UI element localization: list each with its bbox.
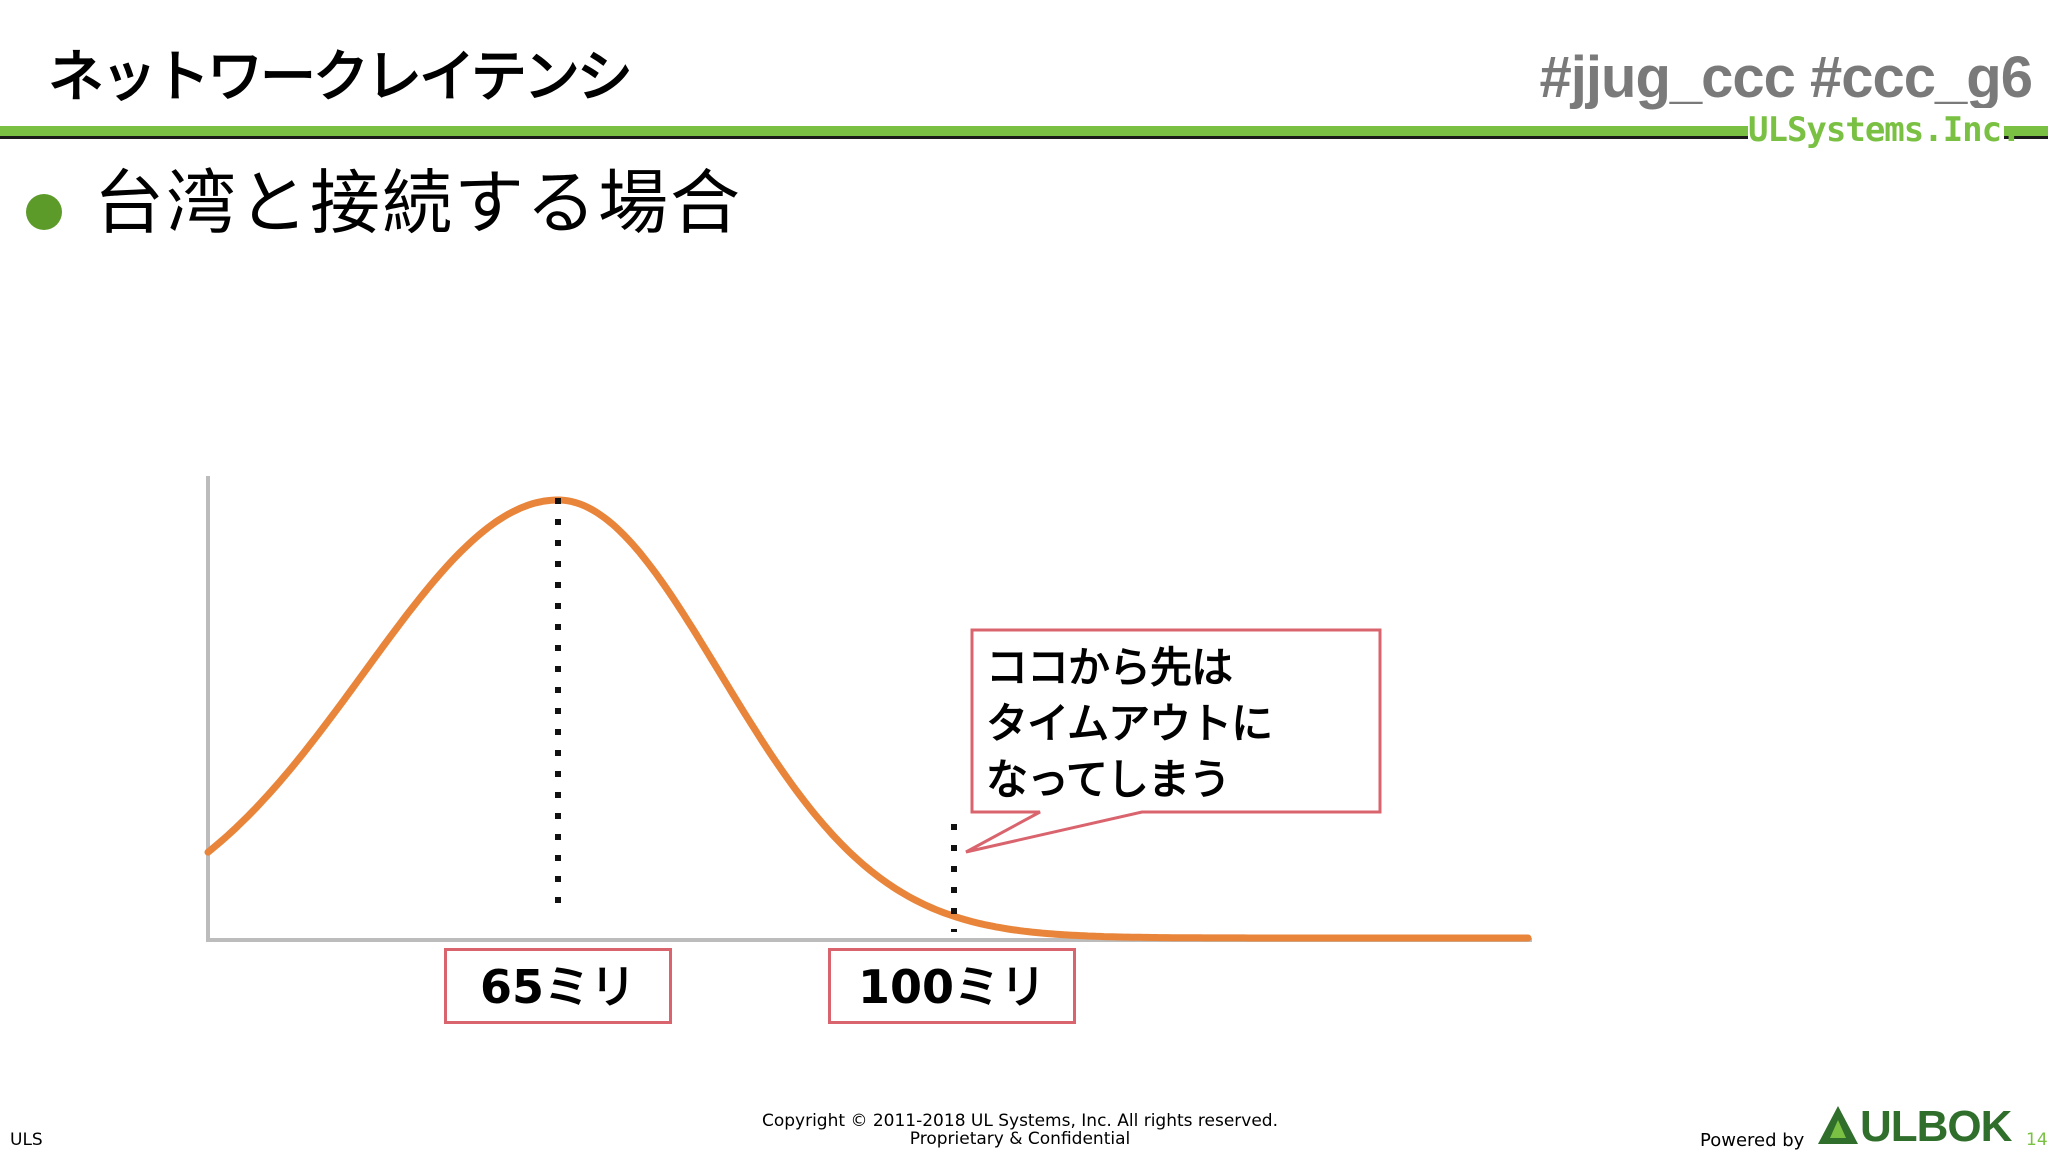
peak-label: 65ミリ xyxy=(444,948,672,1024)
callout-box xyxy=(965,628,1382,854)
copyright-line-2: Proprietary & Confidential xyxy=(909,1129,1131,1149)
footer-left-text: ULS xyxy=(10,1130,43,1150)
header-rule-green xyxy=(0,126,2048,136)
latency-curve xyxy=(204,496,1532,942)
ulbok-triangle-icon xyxy=(1818,1106,1858,1144)
powered-by-text: Powered by xyxy=(1700,1130,1805,1151)
bullet-heading: 台湾と接続する場合 xyxy=(94,162,742,244)
hashtags: #jjug_ccc #ccc_g6 xyxy=(1539,45,2033,110)
bullet-dot-icon xyxy=(26,194,62,230)
page-number: 14 xyxy=(2026,1130,2048,1150)
slide-title: ネットワークレイテンシ xyxy=(48,45,633,110)
ulbok-logo: ULBOK xyxy=(1860,1102,2012,1151)
timeout-label: 100ミリ xyxy=(828,948,1076,1024)
brand-logo: ULSystems.Inc. xyxy=(1748,108,2022,152)
callout-text: ココから先は タイムアウトに なってしまう xyxy=(986,643,1273,804)
copyright-notice: Copyright © 2011-2018 UL Systems, Inc. A… xyxy=(690,1112,1350,1148)
header-rule-black xyxy=(0,136,2048,139)
copyright-line-1: Copyright © 2011-2018 UL Systems, Inc. A… xyxy=(761,1111,1279,1131)
